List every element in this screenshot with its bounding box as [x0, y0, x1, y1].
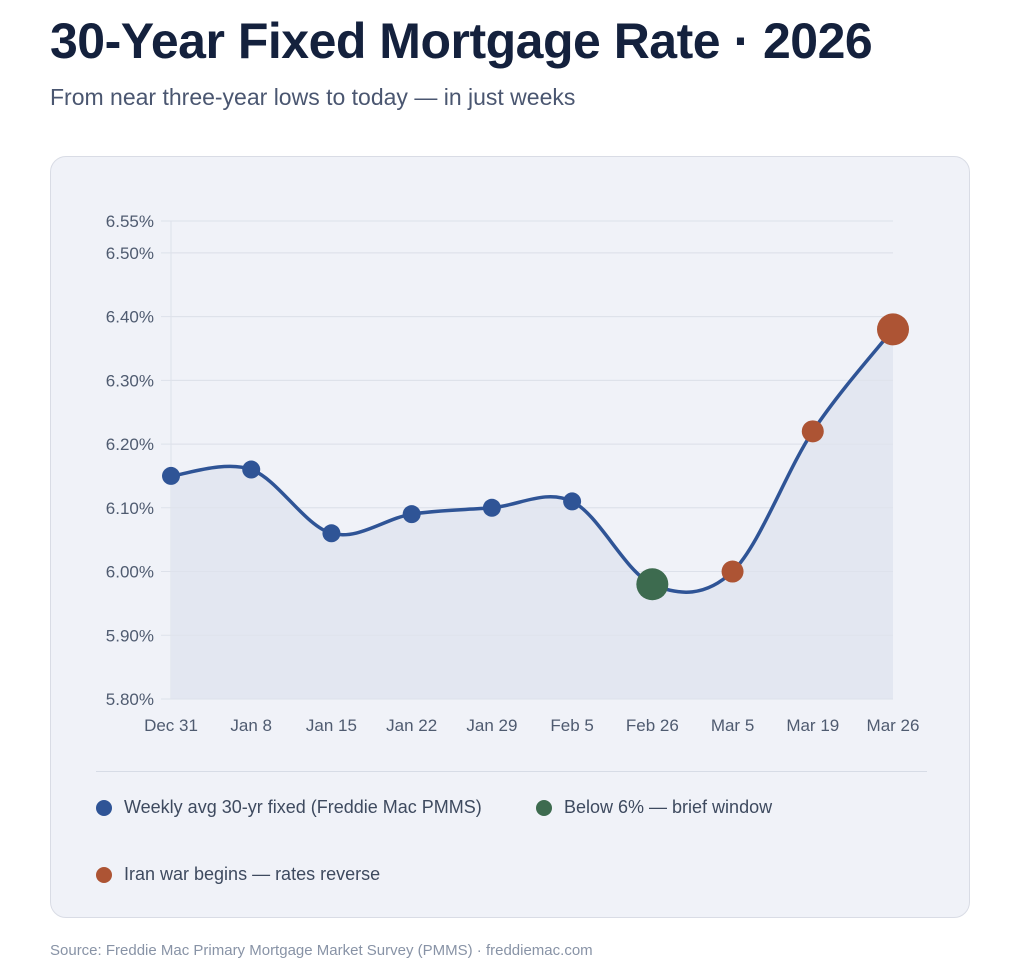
- y-tick-label: 6.55%: [106, 212, 154, 231]
- data-point[interactable]: [563, 492, 582, 511]
- line-chart: 5.80% 5.90% 6.00% 6.10% 6.20% 6.30% 6.40% 6.50%…: [106, 212, 920, 735]
- x-tick-label: Jan 29: [466, 716, 517, 735]
- legend-dot-icon: [96, 866, 112, 883]
- y-tick-label: 6.50%: [106, 244, 154, 263]
- x-tick-label: Mar 5: [711, 716, 754, 735]
- data-point[interactable]: [721, 560, 744, 583]
- x-tick-label: Mar 26: [867, 716, 920, 735]
- page-subtitle: From near three-year lows to today — in …: [50, 84, 576, 110]
- data-point[interactable]: [242, 460, 261, 479]
- y-tick-label: 6.20%: [106, 435, 154, 454]
- legend-item-weekly-avg: Weekly avg 30-yr fixed (Freddie Mac PMMS…: [96, 797, 482, 818]
- data-point[interactable]: [801, 420, 824, 443]
- x-tick-label: Jan 8: [230, 716, 272, 735]
- legend-item-iran-war: Iran war begins — rates reverse: [96, 864, 380, 885]
- y-tick-label: 5.80%: [106, 690, 154, 709]
- data-point[interactable]: [402, 505, 421, 524]
- legend-label: Weekly avg 30-yr fixed (Freddie Mac PMMS…: [124, 797, 482, 817]
- data-point[interactable]: [482, 498, 501, 517]
- legend-divider: [96, 771, 927, 772]
- chart-card: 5.80% 5.90% 6.00% 6.10% 6.20% 6.30% 6.40% 6.50%…: [50, 156, 970, 918]
- x-tick-label: Jan 15: [306, 716, 357, 735]
- x-tick-label: Feb 5: [550, 716, 593, 735]
- data-point[interactable]: [636, 568, 669, 601]
- data-point[interactable]: [322, 524, 341, 543]
- legend-dot-icon: [96, 799, 112, 816]
- x-tick-label: Mar 19: [786, 716, 839, 735]
- x-tick-label: Feb 26: [626, 716, 679, 735]
- legend-label: Below 6% — brief window: [564, 797, 773, 817]
- data-point[interactable]: [877, 313, 909, 346]
- y-tick-label: 6.10%: [106, 499, 154, 518]
- area-fill: [171, 329, 893, 699]
- y-tick-label: 5.90%: [106, 626, 154, 645]
- data-point[interactable]: [162, 466, 180, 485]
- legend-item-below-6: Below 6% — brief window: [536, 797, 772, 818]
- y-tick-label: 6.00%: [106, 563, 154, 582]
- series-line: [169, 327, 895, 594]
- y-tick-label: 6.30%: [106, 371, 154, 390]
- x-tick-label: Jan 22: [386, 716, 437, 735]
- x-tick-label: Dec 31: [144, 716, 198, 735]
- legend-dot-icon: [536, 799, 552, 816]
- page-title: 30-Year Fixed Mortgage Rate · 2026: [50, 13, 873, 69]
- source-note: Source: Freddie Mac Primary Mortgage Mar…: [50, 942, 593, 959]
- y-tick-label: 6.40%: [106, 308, 154, 327]
- legend-label: Iran war begins — rates reverse: [124, 864, 381, 884]
